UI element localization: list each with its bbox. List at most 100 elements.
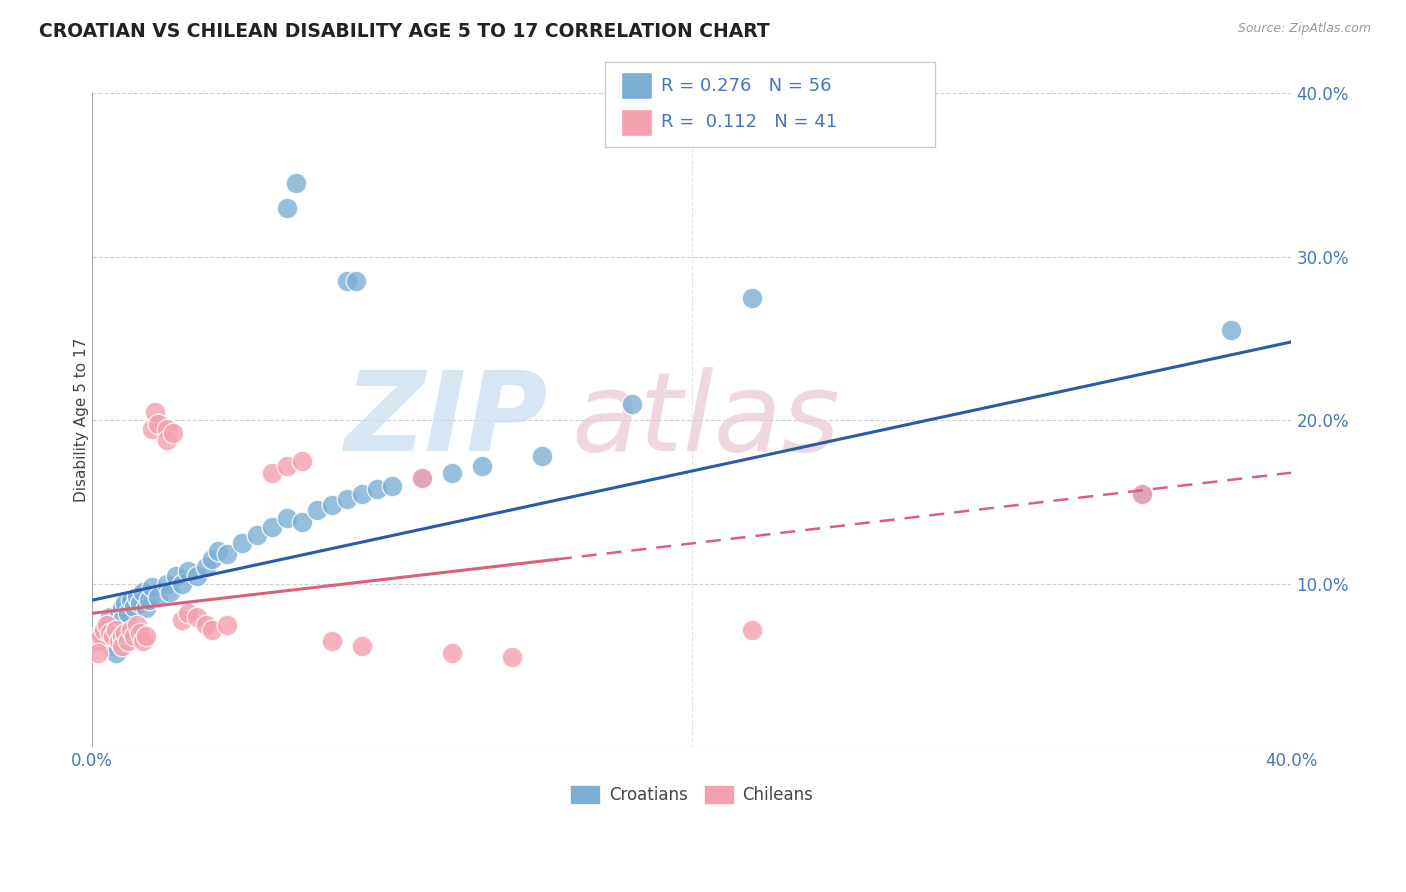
Point (111, 601, 134, 615)
Point (1220, 323, 1243, 337)
Point (93, 623, 115, 637)
Point (217, 548, 239, 562)
Text: Source: ZipAtlas.com: Source: ZipAtlas.com (1237, 22, 1371, 36)
Point (114, 597, 136, 611)
Point (122, 629, 145, 643)
Point (291, 454, 314, 468)
Point (156, 577, 179, 591)
Point (186, 609, 208, 624)
Point (231, 536, 253, 550)
Point (122, 599, 145, 614)
Point (114, 626, 136, 640)
Point (276, 459, 298, 474)
Point (93, 634, 115, 648)
Point (98, 609, 121, 624)
Point (108, 607, 131, 621)
Point (146, 590, 169, 604)
Point (1130, 487, 1153, 501)
Text: CROATIAN VS CHILEAN DISABILITY AGE 5 TO 17 CORRELATION CHART: CROATIAN VS CHILEAN DISABILITY AGE 5 TO … (39, 22, 770, 41)
Text: R =  0.112   N = 41: R = 0.112 N = 41 (661, 113, 837, 131)
Point (411, 470, 433, 484)
Text: R = 0.276   N = 56: R = 0.276 N = 56 (661, 77, 831, 95)
Point (117, 607, 139, 621)
Point (129, 597, 152, 611)
Point (741, 623, 763, 637)
Point (440, 466, 463, 480)
Point (336, 274, 359, 288)
Point (156, 421, 179, 435)
Point (117, 634, 139, 648)
Point (93, 623, 115, 637)
Point (111, 629, 134, 643)
Point (98, 626, 121, 640)
Point (201, 552, 224, 566)
Point (276, 201, 298, 215)
Y-axis label: Disability Age 5 to 17: Disability Age 5 to 17 (73, 338, 89, 502)
Point (120, 623, 142, 637)
Point (350, 639, 373, 653)
Point (156, 433, 179, 447)
Point (127, 617, 149, 632)
Point (246, 528, 269, 542)
Point (336, 491, 359, 506)
Point (143, 405, 166, 419)
Point (471, 459, 494, 474)
Point (172, 613, 194, 627)
Point (101, 623, 124, 637)
Point (105, 646, 128, 660)
Point (159, 585, 181, 599)
Point (105, 616, 128, 631)
Point (344, 274, 367, 288)
Point (741, 291, 763, 305)
Point (135, 601, 157, 615)
Point (177, 564, 200, 578)
Point (262, 519, 284, 533)
Point (321, 499, 343, 513)
Point (129, 626, 152, 640)
Point (87, 629, 110, 643)
Point (1130, 487, 1153, 501)
Point (285, 176, 308, 190)
Point (141, 421, 163, 435)
Point (87, 634, 110, 648)
Point (127, 590, 149, 604)
Point (366, 482, 388, 496)
Point (132, 634, 155, 648)
Point (98, 639, 121, 653)
Point (207, 544, 229, 558)
Point (108, 634, 131, 648)
Point (350, 487, 373, 501)
Point (101, 629, 124, 643)
Point (135, 629, 157, 643)
Text: ZIP: ZIP (344, 367, 548, 474)
Point (141, 580, 163, 594)
Point (262, 466, 284, 480)
Text: atlas: atlas (572, 367, 841, 474)
Point (276, 511, 298, 525)
Point (165, 568, 187, 582)
Point (105, 623, 128, 637)
Point (138, 593, 160, 607)
Point (195, 560, 218, 574)
Point (186, 568, 208, 582)
Point (305, 503, 328, 517)
Point (120, 593, 142, 607)
Point (132, 585, 155, 599)
Legend: Croatians, Chileans: Croatians, Chileans (564, 779, 820, 811)
Point (195, 617, 218, 632)
Point (530, 450, 553, 464)
Point (87, 646, 110, 660)
Point (111, 639, 134, 653)
Point (146, 417, 169, 431)
Point (96, 617, 118, 632)
Point (217, 617, 239, 632)
Point (321, 634, 343, 648)
Point (501, 650, 523, 665)
Point (620, 397, 643, 411)
Point (90, 629, 112, 643)
Point (111, 613, 134, 627)
Point (172, 577, 194, 591)
Point (381, 479, 404, 493)
Point (177, 607, 200, 621)
Point (201, 623, 224, 637)
